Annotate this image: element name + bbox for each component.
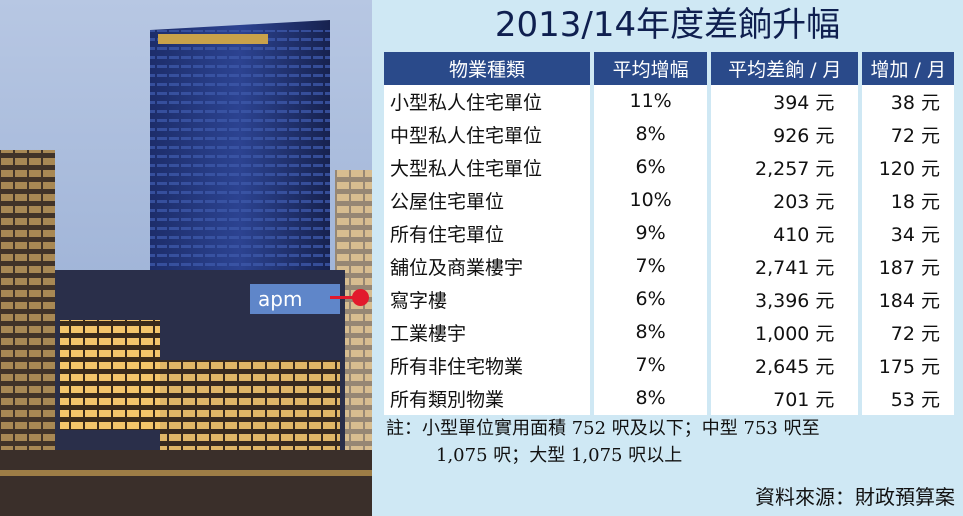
cell-avg-rates: 394 元 (711, 85, 859, 118)
cell-increase: 18 元 (862, 184, 954, 217)
cell-increase: 34 元 (862, 217, 954, 250)
table-row: 大型私人住宅單位 6% 2,257 元 120 元 (384, 151, 954, 184)
cell-avg-increase: 8% (594, 382, 708, 415)
column-header-increase-per-month: 增加 / 月 (862, 52, 954, 85)
cell-property-type: 工業樓宇 (384, 316, 590, 349)
cell-avg-increase: 7% (594, 349, 708, 382)
cell-avg-increase: 6% (594, 283, 708, 316)
cell-avg-increase: 9% (594, 217, 708, 250)
cell-increase: 38 元 (862, 85, 954, 118)
apm-sign: apm (258, 287, 302, 311)
table-row: 公屋住宅單位 10% 203 元 18 元 (384, 184, 954, 217)
cell-avg-rates: 2,257 元 (711, 151, 859, 184)
table-row: 所有住宅單位 9% 410 元 34 元 (384, 217, 954, 250)
cell-avg-rates: 3,396 元 (711, 283, 859, 316)
cell-property-type: 所有類別物業 (384, 382, 590, 415)
cell-increase: 120 元 (862, 151, 954, 184)
table-header-row: 物業種類 平均增幅 平均差餉 / 月 增加 / 月 (384, 52, 954, 85)
table-row: 中型私人住宅單位 8% 926 元 72 元 (384, 118, 954, 151)
cell-increase: 72 元 (862, 118, 954, 151)
cell-property-type: 公屋住宅單位 (384, 184, 590, 217)
column-header-avg-increase: 平均增幅 (594, 52, 708, 85)
cell-increase: 184 元 (862, 283, 954, 316)
footnote: 註：小型單位實用面積 752 呎及以下；中型 753 呎至 1,075 呎；大型… (386, 415, 958, 469)
cell-property-type: 大型私人住宅單位 (384, 151, 590, 184)
table-row: 舖位及商業樓宇 7% 2,741 元 187 元 (384, 250, 954, 283)
page-title: 2013/14年度差餉升幅 (494, 5, 841, 45)
cell-property-type: 所有非住宅物業 (384, 349, 590, 382)
cell-avg-increase: 10% (594, 184, 708, 217)
cell-property-type: 中型私人住宅單位 (384, 118, 590, 151)
pointer-line (330, 296, 358, 299)
table-row: 所有類別物業 8% 701 元 53 元 (384, 382, 954, 415)
table-row: 寫字樓 6% 3,396 元 184 元 (384, 283, 954, 316)
cell-property-type: 所有住宅單位 (384, 217, 590, 250)
building-photo: apm (0, 0, 372, 516)
footnote-line-1: 註：小型單位實用面積 752 呎及以下；中型 753 呎至 (386, 418, 820, 439)
footnote-line-2: 1,075 呎；大型 1,075 呎以上 (436, 445, 683, 466)
rates-table: 物業種類 平均增幅 平均差餉 / 月 增加 / 月 小型私人住宅單位 11% 3… (380, 52, 958, 415)
cell-increase: 175 元 (862, 349, 954, 382)
cell-property-type: 寫字樓 (384, 283, 590, 316)
rates-infographic-panel: 2013/14年度差餉升幅 物業種類 平均增幅 平均差餉 / 月 增加 / 月 … (372, 0, 963, 516)
table-row: 小型私人住宅單位 11% 394 元 38 元 (384, 85, 954, 118)
cell-avg-rates: 2,741 元 (711, 250, 859, 283)
pointer-dot (352, 289, 369, 306)
cell-avg-rates: 2,645 元 (711, 349, 859, 382)
cell-avg-increase: 8% (594, 316, 708, 349)
cell-avg-rates: 701 元 (711, 382, 859, 415)
column-header-property-type: 物業種類 (384, 52, 590, 85)
column-header-avg-rates: 平均差餉 / 月 (711, 52, 859, 85)
table-row: 所有非住宅物業 7% 2,645 元 175 元 (384, 349, 954, 382)
cell-property-type: 舖位及商業樓宇 (384, 250, 590, 283)
cell-increase: 72 元 (862, 316, 954, 349)
cell-avg-rates: 410 元 (711, 217, 859, 250)
cell-property-type: 小型私人住宅單位 (384, 85, 590, 118)
cell-avg-increase: 11% (594, 85, 708, 118)
cell-avg-increase: 7% (594, 250, 708, 283)
table-row: 工業樓宇 8% 1,000 元 72 元 (384, 316, 954, 349)
cell-increase: 187 元 (862, 250, 954, 283)
source-credit: 資料來源：財政預算案 (755, 485, 955, 509)
cell-avg-increase: 6% (594, 151, 708, 184)
cell-avg-increase: 8% (594, 118, 708, 151)
cell-avg-rates: 926 元 (711, 118, 859, 151)
cell-avg-rates: 203 元 (711, 184, 859, 217)
cell-increase: 53 元 (862, 382, 954, 415)
cell-avg-rates: 1,000 元 (711, 316, 859, 349)
